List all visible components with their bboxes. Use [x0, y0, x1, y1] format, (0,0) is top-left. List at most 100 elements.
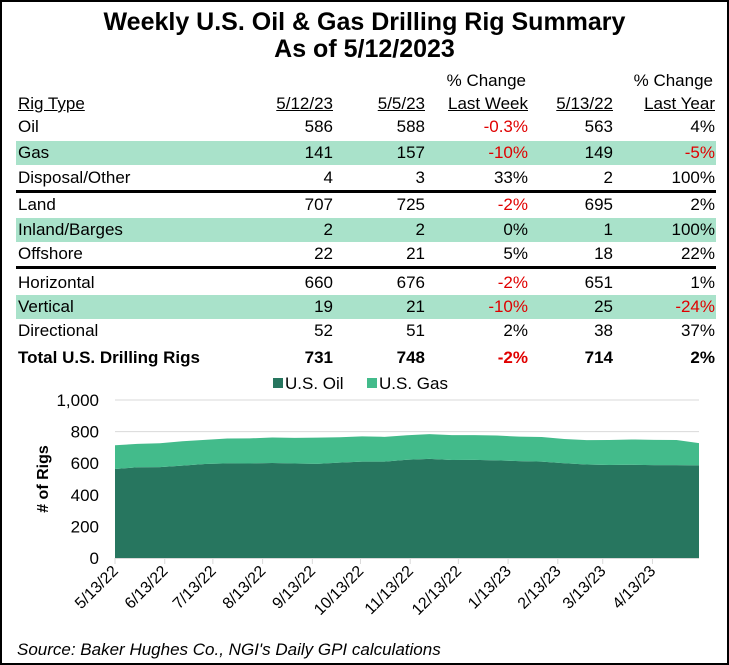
change-week: -10% [488, 297, 528, 316]
legend-swatch [273, 378, 283, 388]
change-year: 22% [680, 244, 715, 263]
x-tick-label: 6/13/22 [122, 563, 172, 613]
last-year-count: 18 [594, 244, 613, 263]
row-label: Inland/Barges [18, 220, 123, 239]
area-series-u-s-gas [115, 434, 699, 470]
current-count: 52 [314, 321, 333, 340]
last-year-count: 695 [584, 195, 613, 214]
row-label: Directional [18, 321, 99, 340]
change-year: 37% [680, 321, 715, 340]
change-year: 100% [671, 220, 715, 239]
y-tick-label: 1,000 [56, 391, 99, 410]
header-last-week: 5/5/23 [377, 94, 425, 113]
last-year-count: 1 [603, 220, 613, 239]
last-week-count: 676 [396, 273, 425, 292]
current-count: 19 [314, 297, 333, 316]
x-tick-label: 7/13/22 [170, 563, 220, 613]
last-year-count: 651 [584, 273, 613, 292]
last-year-count: 149 [584, 143, 613, 162]
change-year: 2% [690, 348, 715, 367]
header-change-year: Last Year [644, 94, 715, 113]
last-week-count: 51 [406, 321, 425, 340]
last-year-count: 563 [584, 117, 613, 136]
last-year-count: 714 [584, 348, 613, 367]
change-week: 33% [493, 168, 528, 187]
current-count: 660 [304, 273, 333, 292]
legend-label: U.S. Oil [285, 374, 344, 393]
row-label: Oil [18, 117, 39, 136]
change-week: 2% [503, 321, 528, 340]
table-row: Total U.S. Drilling Rigs 731 748 -2% 714 2% [16, 346, 716, 370]
last-week-count: 21 [406, 297, 425, 316]
last-week-count: 3 [415, 168, 425, 187]
change-week: -2% [497, 273, 528, 292]
current-count: 22 [314, 244, 333, 263]
last-week-count: 725 [396, 195, 425, 214]
change-year: 1% [690, 273, 715, 292]
row-label: Offshore [18, 244, 83, 263]
y-tick-label: 200 [71, 517, 99, 536]
row-label: Vertical [18, 297, 74, 316]
table-row: Land 707 725 -2% 695 2% [16, 193, 716, 217]
table-row: Offshore 22 21 5% 18 22% [16, 242, 716, 266]
table-row: Inland/Barges 2 2 0% 1 100% [16, 218, 716, 242]
header-last-year: 5/13/22 [556, 94, 613, 113]
row-label: Gas [18, 143, 50, 162]
last-week-count: 157 [396, 143, 425, 162]
title: Weekly U.S. Oil & Gas Drilling Rig Summa… [103, 8, 626, 36]
current-count: 2 [323, 220, 333, 239]
y-tick-label: 0 [90, 549, 99, 568]
last-week-count: 21 [406, 244, 425, 263]
change-year: 100% [671, 168, 715, 187]
current-count: 4 [323, 168, 333, 187]
x-tick-label: 11/13/22 [362, 563, 417, 618]
source-note: Source: Baker Hughes Co., NGI's Daily GP… [17, 640, 441, 659]
x-tick-label: 8/13/22 [220, 563, 270, 613]
current-count: 707 [304, 195, 333, 214]
last-year-count: 25 [594, 297, 613, 316]
x-tick-label: 5/13/22 [72, 563, 122, 613]
row-label: Land [18, 195, 56, 214]
row-label: Disposal/Other [18, 168, 131, 187]
change-week: -2% [497, 195, 528, 214]
change-week: -10% [488, 143, 528, 162]
change-week: 0% [503, 220, 528, 239]
y-tick-label: 400 [71, 486, 99, 505]
change-week: -0.3% [483, 117, 528, 136]
divider [16, 190, 716, 193]
table-row: Directional 52 51 2% 38 37% [16, 319, 716, 343]
divider [16, 266, 716, 269]
legend-swatch [367, 378, 377, 388]
change-year: 2% [690, 195, 715, 214]
header-rig-type: Rig Type [18, 94, 85, 113]
area-series-u-s-oil [115, 458, 699, 558]
table-row: Gas 141 157 -10% 149 -5% [16, 141, 716, 165]
table-row: Oil 586 588 -0.3% 563 4% [16, 115, 716, 139]
x-tick-label: 1/13/23 [465, 563, 515, 613]
change-year: -24% [675, 297, 715, 316]
header-pct-change-week: % Change [446, 71, 526, 90]
x-tick-label: 12/13/22 [409, 563, 465, 619]
header-pct-change-year: % Change [633, 71, 713, 90]
x-tick-label: 2/13/23 [515, 563, 565, 613]
y-axis-label: # of Rigs [35, 445, 52, 513]
header-change-week: Last Week [447, 94, 528, 113]
row-label: Total U.S. Drilling Rigs [18, 348, 200, 367]
rig-count-area-chart: 0 200 400 600 800 1,000 5/13/22 6/13/227/13/22 8… [35, 374, 699, 619]
last-year-count: 38 [594, 321, 613, 340]
x-tick-label: 3/13/23 [560, 563, 610, 613]
y-tick-label: 600 [71, 454, 99, 473]
change-week: -2% [497, 348, 528, 367]
row-label: Horizontal [18, 273, 95, 292]
change-week: 5% [503, 244, 528, 263]
header-current: 5/12/23 [276, 94, 333, 113]
last-week-count: 2 [415, 220, 425, 239]
table-header-row: Rig Type 5/12/23 5/5/23 Last Week 5/13/2… [16, 92, 716, 116]
current-count: 141 [304, 143, 333, 162]
subtitle: As of 5/12/2023 [274, 35, 455, 63]
last-week-count: 748 [396, 348, 425, 367]
change-year: -5% [684, 143, 715, 162]
table-row: Disposal/Other 4 3 33% 2 100% [16, 166, 716, 190]
current-count: 731 [304, 348, 333, 367]
